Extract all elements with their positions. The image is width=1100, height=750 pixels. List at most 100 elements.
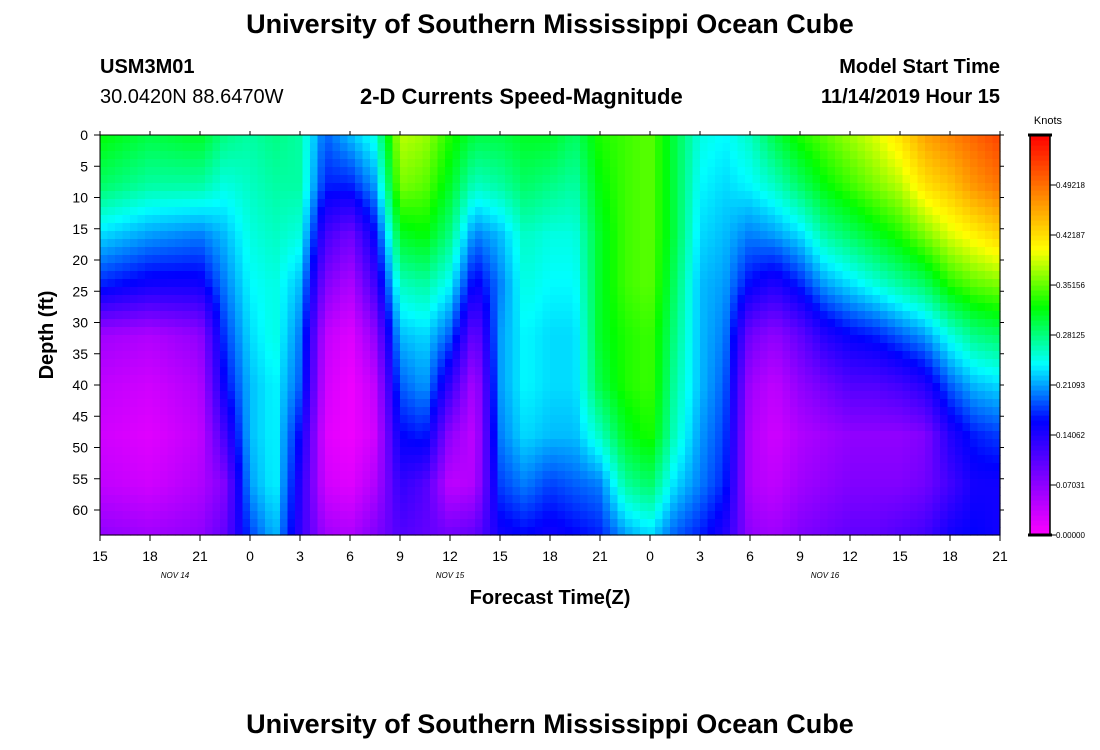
heatmap-cell — [212, 431, 221, 440]
heatmap-cell — [437, 471, 446, 480]
heatmap-cell — [460, 279, 469, 288]
heatmap-cell — [722, 191, 731, 200]
heatmap-cell — [767, 215, 776, 224]
heatmap-cell — [332, 311, 341, 320]
heatmap-cell — [467, 487, 476, 496]
heatmap-cell — [535, 199, 544, 208]
heatmap-cell — [100, 215, 109, 224]
heatmap-cell — [325, 175, 334, 184]
heatmap-cell — [182, 375, 191, 384]
heatmap-cell — [692, 439, 701, 448]
heatmap-cell — [430, 303, 439, 312]
heatmap-cell — [677, 207, 686, 216]
heatmap-cell — [377, 255, 386, 264]
heatmap-cell — [332, 327, 341, 336]
heatmap-cell — [505, 167, 514, 176]
heatmap-cell — [250, 207, 259, 216]
heatmap-cell — [700, 447, 709, 456]
heatmap-cell — [715, 391, 724, 400]
heatmap-cell — [167, 383, 176, 392]
heatmap-cell — [820, 231, 829, 240]
heatmap-cell — [422, 423, 431, 432]
heatmap-cell — [587, 135, 596, 144]
heatmap-cell — [115, 207, 124, 216]
heatmap-cell — [647, 367, 656, 376]
heatmap-cell — [520, 399, 529, 408]
heatmap-cell — [257, 343, 266, 352]
heatmap-cell — [617, 159, 626, 168]
heatmap-cell — [490, 407, 499, 416]
heatmap-cell — [782, 295, 791, 304]
heatmap-cell — [842, 175, 851, 184]
heatmap-cell — [197, 215, 206, 224]
heatmap-cell — [167, 135, 176, 144]
heatmap-cell — [340, 511, 349, 520]
heatmap-cell — [640, 519, 649, 528]
heatmap-cell — [685, 167, 694, 176]
heatmap-cell — [722, 503, 731, 512]
heatmap-cell — [130, 399, 139, 408]
heatmap-cell — [490, 271, 499, 280]
heatmap-cell — [632, 295, 641, 304]
heatmap-cell — [580, 319, 589, 328]
heatmap-cell — [385, 247, 394, 256]
heatmap-cell — [572, 423, 581, 432]
heatmap-cell — [377, 215, 386, 224]
heatmap-cell — [242, 439, 251, 448]
heatmap-cell — [677, 295, 686, 304]
heatmap-cell — [100, 271, 109, 280]
heatmap-cell — [527, 279, 536, 288]
heatmap-cell — [137, 447, 146, 456]
heatmap-cell — [610, 287, 619, 296]
heatmap-cell — [512, 255, 521, 264]
heatmap-cell — [227, 407, 236, 416]
heatmap-cell — [340, 423, 349, 432]
heatmap-cell — [550, 207, 559, 216]
heatmap-cell — [812, 255, 821, 264]
heatmap-cell — [115, 495, 124, 504]
heatmap-cell — [535, 311, 544, 320]
heatmap-cell — [430, 391, 439, 400]
heatmap-cell — [602, 399, 611, 408]
heatmap-cell — [602, 391, 611, 400]
heatmap-cell — [812, 455, 821, 464]
heatmap-cell — [730, 287, 739, 296]
heatmap-cell — [430, 431, 439, 440]
heatmap-cell — [100, 319, 109, 328]
heatmap-cell — [377, 279, 386, 288]
heatmap-cell — [445, 479, 454, 488]
heatmap-cell — [145, 167, 154, 176]
heatmap-cell — [115, 239, 124, 248]
heatmap-cell — [370, 455, 379, 464]
heatmap-cell — [557, 167, 566, 176]
heatmap-cell — [580, 519, 589, 528]
heatmap-cell — [632, 383, 641, 392]
heatmap-cell — [175, 503, 184, 512]
heatmap-cell — [407, 463, 416, 472]
heatmap-cell — [805, 143, 814, 152]
heatmap-cell — [647, 215, 656, 224]
heatmap-cell — [505, 455, 514, 464]
heatmap-cell — [542, 199, 551, 208]
heatmap-cell — [520, 527, 529, 536]
heatmap-cell — [340, 167, 349, 176]
heatmap-cell — [737, 311, 746, 320]
heatmap-cell — [760, 431, 769, 440]
heatmap-cell — [565, 447, 574, 456]
heatmap-cell — [812, 159, 821, 168]
heatmap-cell — [602, 519, 611, 528]
heatmap-cell — [400, 503, 409, 512]
heatmap-cell — [475, 407, 484, 416]
heatmap-cell — [325, 151, 334, 160]
heatmap-cell — [392, 191, 401, 200]
heatmap-cell — [107, 159, 116, 168]
heatmap-cell — [565, 199, 574, 208]
heatmap-cell — [385, 135, 394, 144]
heatmap-cell — [190, 255, 199, 264]
heatmap-cell — [790, 439, 799, 448]
heatmap-cell — [452, 271, 461, 280]
heatmap-cell — [332, 263, 341, 272]
heatmap-cell — [377, 367, 386, 376]
heatmap-cell — [475, 463, 484, 472]
heatmap-cell — [782, 159, 791, 168]
